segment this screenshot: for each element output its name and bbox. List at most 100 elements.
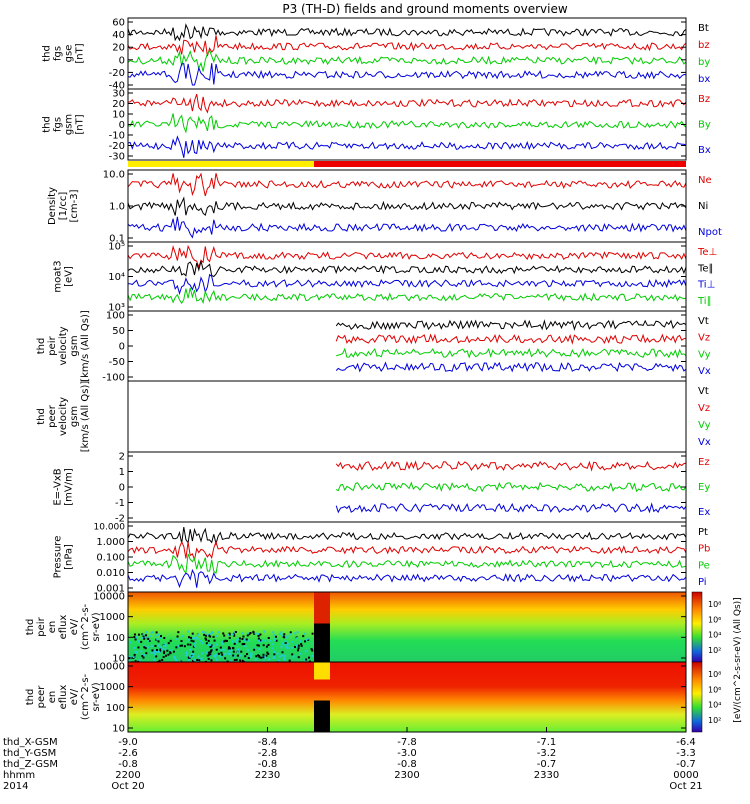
legend-peer_velocity-Vz: Vz [698, 403, 710, 414]
y-label-line: velocity [58, 326, 69, 365]
y-tick-label: 10³ [108, 303, 125, 314]
y-tick-label: 20 [112, 99, 125, 110]
y-tick-label: 20 [112, 43, 125, 54]
y-tick-label: 1000 [100, 612, 125, 623]
trace-density-Npot [127, 216, 687, 239]
y-label-line: fgs [53, 117, 64, 132]
y-label-line: gse [64, 45, 75, 63]
plot-title: P3 (TH-D) fields and ground moments over… [282, 2, 567, 16]
y-label-line: velocity [58, 397, 69, 436]
transition-column [314, 592, 330, 624]
x-tick-label: -6.4 [676, 737, 696, 748]
x-tick-label: 2200 [115, 770, 140, 781]
y-label-line: [1/cc] [58, 192, 69, 221]
data-gap [314, 700, 330, 732]
panel-peir_spec: 10000 1000 100 10 thd peir en eflux eV/(cm^2-s-s… [25, 591, 687, 665]
y-tick-label: 100 [106, 311, 125, 322]
x-row-label-3: hhmm [3, 770, 35, 781]
y-label-line: [nPa] [64, 544, 75, 570]
y-label-line: peer [47, 404, 58, 428]
y-label-line: eV/ [69, 688, 80, 705]
legend-efield-Ez: Ez [698, 457, 710, 468]
x-tick-label: -0.8 [397, 759, 417, 770]
y-tick-label: 0 [119, 55, 125, 66]
y-label-line: gsm [69, 406, 80, 427]
colorbar-tick: 10⁴ [708, 631, 721, 640]
y-label-line: fgs [53, 46, 64, 61]
y-tick-label: 30 [112, 89, 125, 100]
x-tick-label: Oct 21 [669, 781, 702, 792]
y-axis-label: thd peir velocity gsm [km/s (All Qs)] [36, 310, 91, 382]
legend-peir_velocity-Vt: Vt [698, 316, 709, 327]
y-label-line: [nT] [75, 43, 86, 63]
panel-temperature: 10⁵ 10⁴ 10³ moat3 [eV] Te⊥ Te∥ Ti⊥ Ti∥ [53, 241, 717, 314]
y-tick-label: 2 [119, 452, 125, 463]
legend-peir_velocity-Vx: Vx [698, 366, 711, 377]
x-row-label-2: thd_Z-GSM [3, 759, 58, 770]
trace-peir_velocity-Vx [335, 361, 687, 373]
x-tick-label: 0000 [673, 770, 698, 781]
y-tick-label: 10 [112, 724, 125, 735]
y-label-line: sr-eV) [91, 682, 102, 711]
legend-pressure-Pi: Pi [698, 577, 707, 588]
x-tick-label: -2.6 [118, 748, 138, 759]
trace-fgs_gsm-Bz [127, 93, 687, 114]
y-label-line: [km/s (All Qs)] [80, 381, 91, 453]
x-tick-label: -3.3 [676, 748, 696, 759]
y-label-line: thd [36, 338, 47, 355]
y-label-line: Density [47, 187, 58, 225]
y-label-line: thd [42, 45, 53, 62]
legend-fgs_gse-by: by [698, 57, 710, 68]
y-label-line: sr-eV) [91, 612, 102, 641]
colorbar-tick: 10⁸ [708, 670, 721, 679]
trace-efield-Ex [335, 502, 687, 514]
y-tick-label: -20 [109, 141, 125, 152]
y-tick-label: 40 [112, 30, 125, 41]
y-tick-label: 1 [119, 467, 125, 478]
y-label-line: thd [25, 619, 36, 636]
trace-pressure-Pt [127, 527, 687, 546]
y-axis-label: E=-VxB [mV/m] [53, 468, 75, 506]
y-label-line: gsm [64, 114, 75, 135]
panel-frame [127, 310, 687, 382]
legend-peer_velocity-Vt: Vt [698, 386, 709, 397]
trace-temperature-Ti⊥ [128, 273, 687, 296]
x-tick-label: -7.8 [397, 737, 417, 748]
trace-peir_velocity-Vz [335, 333, 687, 345]
y-tick-label: 0 [119, 120, 125, 131]
x-tick-label: -0.7 [537, 759, 557, 770]
y-axis-label: thd peer en eflux eV/(cm^2-s-sr-eV) [25, 673, 102, 720]
trace-efield-Ez [335, 460, 687, 472]
legend-pressure-Pb: Pb [698, 544, 710, 555]
y-label-line: E=-VxB [53, 468, 64, 505]
legend-density-Npot: Npot [698, 227, 722, 238]
mode-bar-slow [128, 161, 314, 167]
y-label-line: en [47, 691, 58, 704]
legend-density-Ne: Ne [698, 175, 712, 186]
transition-column [314, 662, 330, 680]
y-tick-label: 60 [112, 18, 125, 29]
y-label-line: eflux [58, 615, 69, 640]
y-label-line: eV/ [69, 618, 80, 635]
trace-fgs_gse-bx [127, 63, 687, 86]
legend-peer_velocity-Vx: Vx [698, 437, 711, 448]
legend-fgs_gsm-Bx: Bx [698, 145, 711, 156]
y-tick-label: -100 [102, 373, 125, 384]
y-label-line: [eV] [64, 266, 75, 287]
y-tick-label: 10.0 [103, 170, 125, 181]
colorbar [691, 661, 703, 733]
legend-peer_velocity-Vy: Vy [698, 420, 711, 431]
y-tick-label: 0 [119, 483, 125, 494]
y-axis-label: thd peer velocity gsm [km/s (All Qs)] [36, 381, 91, 453]
y-tick-label: 1.0 [109, 202, 125, 213]
colorbar-tick: 10⁸ [708, 600, 721, 609]
y-label-line: eflux [58, 685, 69, 710]
y-label-line: thd [36, 408, 47, 425]
x-row-label-4: 2014 [3, 781, 28, 792]
trace-fgs_gse-by [127, 49, 687, 72]
x-tick-label: 2300 [394, 770, 419, 781]
y-tick-label: 10000 [93, 592, 125, 603]
